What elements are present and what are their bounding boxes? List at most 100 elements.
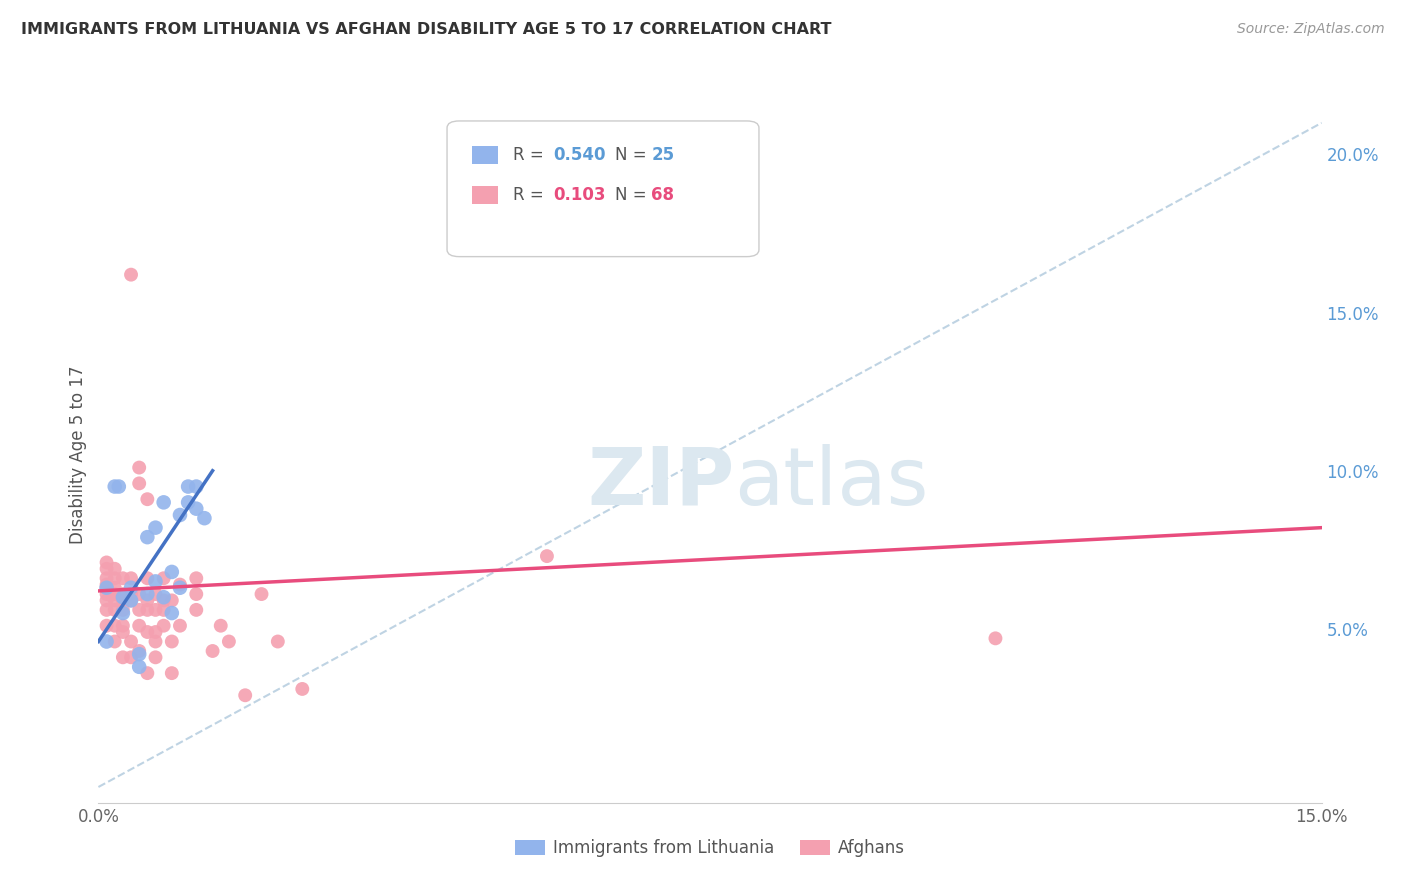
Point	[128, 476, 150, 491]
Point	[120, 634, 142, 648]
Point	[96, 581, 118, 595]
Point	[136, 571, 159, 585]
Point	[111, 625, 134, 640]
Point	[209, 618, 232, 632]
Point	[152, 495, 174, 509]
Point	[160, 593, 183, 607]
Point	[128, 618, 150, 632]
Text: ZIP: ZIP	[588, 443, 734, 522]
Point	[104, 593, 127, 607]
Point	[145, 574, 167, 589]
Point	[984, 632, 1007, 646]
Point	[169, 581, 191, 595]
Point	[136, 492, 159, 507]
Text: N =: N =	[614, 146, 651, 164]
Point	[111, 618, 134, 632]
Point	[104, 571, 127, 585]
Point	[120, 581, 142, 595]
Point	[96, 577, 118, 591]
Point	[120, 268, 142, 282]
Point	[128, 647, 150, 661]
Point	[128, 460, 150, 475]
Text: Source: ZipAtlas.com: Source: ZipAtlas.com	[1237, 22, 1385, 37]
Point	[96, 587, 118, 601]
Point	[96, 634, 118, 648]
Point	[104, 479, 127, 493]
Point	[169, 618, 191, 632]
Point	[136, 625, 159, 640]
Point	[136, 587, 159, 601]
Point	[120, 587, 142, 601]
Point	[136, 603, 159, 617]
Point	[120, 593, 142, 607]
Y-axis label: Disability Age 5 to 17: Disability Age 5 to 17	[69, 366, 87, 544]
Point	[104, 587, 127, 601]
FancyBboxPatch shape	[471, 186, 498, 204]
Point	[145, 521, 167, 535]
Point	[136, 530, 159, 544]
Point	[120, 593, 142, 607]
Point	[152, 571, 174, 585]
Point	[145, 625, 167, 640]
Point	[177, 495, 200, 509]
Text: atlas: atlas	[734, 443, 929, 522]
Point	[186, 501, 208, 516]
Point	[169, 577, 191, 591]
Point	[233, 688, 256, 702]
Text: R =: R =	[513, 186, 550, 204]
Point	[218, 634, 240, 648]
Point	[108, 479, 131, 493]
Text: 25: 25	[651, 146, 675, 164]
Point	[536, 549, 558, 563]
Point	[152, 593, 174, 607]
Point	[177, 479, 200, 493]
Text: 0.540: 0.540	[554, 146, 606, 164]
Point	[201, 644, 224, 658]
Point	[96, 618, 118, 632]
Point	[96, 603, 118, 617]
Point	[111, 606, 134, 620]
Text: 68: 68	[651, 186, 675, 204]
Point	[186, 587, 208, 601]
Legend: Immigrants from Lithuania, Afghans: Immigrants from Lithuania, Afghans	[509, 833, 911, 864]
Point	[120, 650, 142, 665]
Point	[160, 666, 183, 681]
Point	[111, 591, 134, 605]
Point	[145, 650, 167, 665]
Point	[104, 618, 127, 632]
Point	[136, 593, 159, 607]
Point	[136, 666, 159, 681]
Point	[104, 581, 127, 595]
Point	[111, 593, 134, 607]
Point	[104, 562, 127, 576]
Point	[160, 565, 183, 579]
Point	[111, 650, 134, 665]
Point	[152, 591, 174, 605]
Point	[111, 587, 134, 601]
Point	[145, 587, 167, 601]
Point	[111, 603, 134, 617]
Point	[96, 571, 118, 585]
Point	[128, 587, 150, 601]
Point	[120, 571, 142, 585]
Point	[160, 606, 183, 620]
Point	[96, 593, 118, 607]
Text: IMMIGRANTS FROM LITHUANIA VS AFGHAN DISABILITY AGE 5 TO 17 CORRELATION CHART: IMMIGRANTS FROM LITHUANIA VS AFGHAN DISA…	[21, 22, 831, 37]
FancyBboxPatch shape	[471, 145, 498, 164]
FancyBboxPatch shape	[447, 121, 759, 257]
Point	[250, 587, 273, 601]
Point	[104, 634, 127, 648]
Point	[152, 603, 174, 617]
Point	[186, 603, 208, 617]
Text: 0.103: 0.103	[554, 186, 606, 204]
Point	[128, 660, 150, 674]
Point	[160, 634, 183, 648]
Point	[193, 511, 215, 525]
Point	[145, 634, 167, 648]
Point	[96, 581, 118, 595]
Point	[186, 479, 208, 493]
Point	[96, 556, 118, 570]
Text: R =: R =	[513, 146, 550, 164]
Point	[267, 634, 290, 648]
Point	[111, 571, 134, 585]
